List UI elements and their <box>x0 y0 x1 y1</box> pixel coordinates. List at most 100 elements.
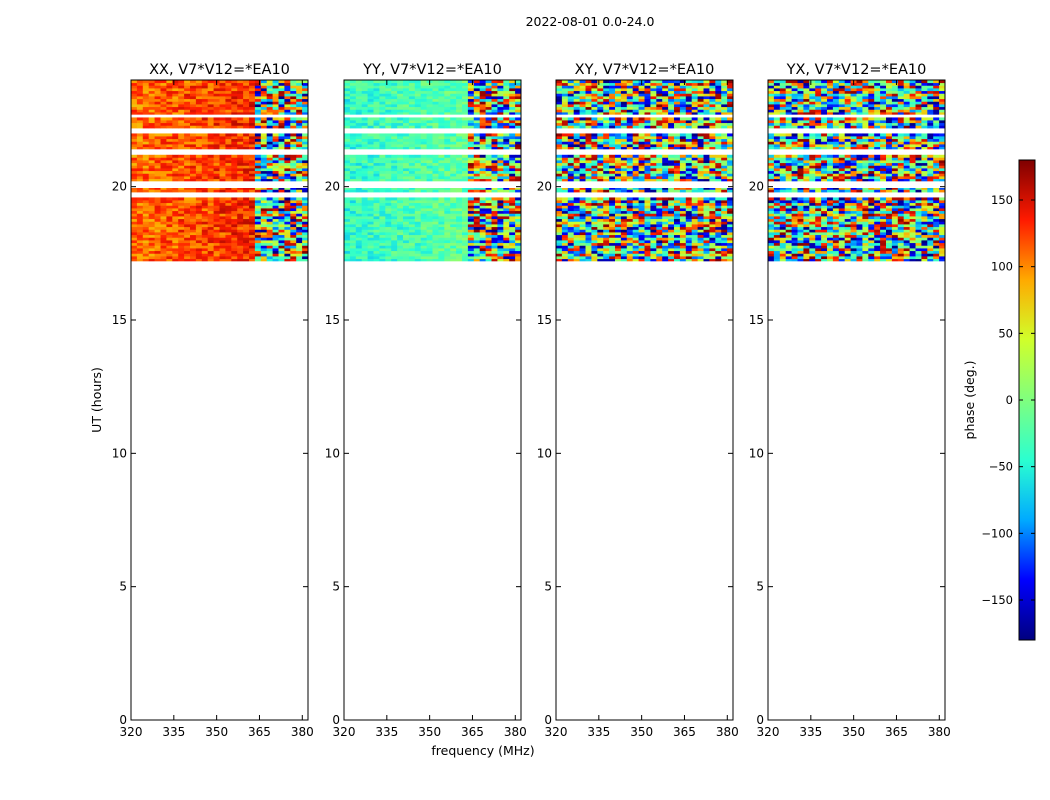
heatmap-cell <box>674 208 681 212</box>
heatmap-cell <box>391 136 398 140</box>
heatmap-cell <box>479 248 486 252</box>
heatmap-cell <box>503 98 510 102</box>
heatmap-cell <box>597 144 604 148</box>
heatmap-cell <box>278 224 285 228</box>
heatmap-cell <box>414 122 422 126</box>
heatmap-cell <box>444 104 451 108</box>
heatmap-cell <box>408 157 416 161</box>
heatmap-cell <box>438 112 445 116</box>
heatmap-cell <box>195 176 203 180</box>
heatmap-cell <box>207 168 214 172</box>
heatmap-cell <box>567 242 575 246</box>
heatmap-cell <box>662 136 669 140</box>
heatmap-cell <box>444 85 451 89</box>
heatmap-cell <box>361 229 368 233</box>
heatmap-cell <box>284 168 291 172</box>
heatmap-cell <box>426 93 433 97</box>
heatmap-cell <box>131 138 138 142</box>
heatmap-cell <box>567 216 575 220</box>
heatmap-cell <box>237 245 244 249</box>
heatmap-cell <box>509 258 516 262</box>
heatmap-cell <box>650 120 657 124</box>
heatmap-cell <box>467 237 475 241</box>
heatmap-cell <box>432 90 439 94</box>
heatmap-cell <box>408 168 416 172</box>
heatmap-cell <box>579 242 586 246</box>
heatmap-cell <box>503 85 510 89</box>
heatmap-cell <box>231 85 238 89</box>
y-tick-label: 20 <box>325 180 340 194</box>
heatmap-cell <box>674 229 681 233</box>
heatmap-cell <box>142 122 150 126</box>
heatmap-cell <box>615 162 622 166</box>
heatmap-cell <box>195 88 203 92</box>
heatmap-cell <box>420 141 427 145</box>
heatmap-cell <box>148 213 155 217</box>
heatmap-cell <box>148 125 155 129</box>
heatmap-cell <box>249 112 256 116</box>
heatmap-cell <box>344 82 351 86</box>
heatmap-cell <box>450 141 457 145</box>
heatmap-cell <box>219 162 226 166</box>
heatmap-cell <box>201 157 209 161</box>
heatmap-cell <box>160 96 167 100</box>
heatmap-cell <box>154 218 161 222</box>
heatmap-cell <box>462 205 469 209</box>
heatmap-cell <box>349 85 357 89</box>
heatmap-cell <box>703 176 710 180</box>
heatmap-cell <box>361 96 368 100</box>
heatmap-cell <box>201 117 209 121</box>
heatmap-cell <box>556 125 563 129</box>
heatmap-cell <box>207 232 214 236</box>
heatmap-cell <box>379 258 386 262</box>
heatmap-cell <box>172 250 179 254</box>
heatmap-cell <box>243 197 250 201</box>
heatmap-cell <box>567 133 575 137</box>
heatmap-cell <box>379 213 386 217</box>
heatmap-cell <box>432 178 439 182</box>
heatmap-cell <box>160 205 167 209</box>
heatmap-cell <box>597 197 604 201</box>
heatmap-cell <box>462 160 469 164</box>
heatmap-cell <box>556 253 563 257</box>
data-gap <box>131 261 308 267</box>
heatmap-cell <box>260 141 268 145</box>
heatmap-cell <box>479 229 486 233</box>
heatmap-cell <box>515 170 522 174</box>
heatmap-cell <box>243 112 250 116</box>
heatmap-cell <box>408 197 416 201</box>
heatmap-cell <box>497 208 504 212</box>
heatmap-cell <box>373 221 380 225</box>
heatmap-cell <box>355 234 363 238</box>
heatmap-cell <box>408 200 416 204</box>
heatmap-cell <box>615 226 622 230</box>
heatmap-cell <box>561 117 569 121</box>
heatmap-cell <box>679 213 687 217</box>
heatmap-cell <box>650 141 657 145</box>
heatmap-cell <box>585 122 592 126</box>
heatmap-cell <box>715 154 722 158</box>
heatmap-cell <box>249 133 256 137</box>
heatmap-cell <box>561 208 569 212</box>
heatmap-cell <box>178 229 185 233</box>
heatmap-cell <box>148 109 155 113</box>
heatmap-cell <box>131 125 138 129</box>
heatmap-cell <box>685 232 693 236</box>
heatmap-cell <box>142 202 150 206</box>
heatmap-cell <box>497 229 504 233</box>
heatmap-cell <box>609 226 616 230</box>
heatmap-cell <box>603 157 610 161</box>
heatmap-cell <box>556 186 563 190</box>
heatmap-cell <box>656 250 663 254</box>
heatmap-cell <box>219 96 226 100</box>
heatmap-cell <box>231 232 238 236</box>
heatmap-cell <box>709 160 716 164</box>
heatmap-cell <box>184 176 191 180</box>
heatmap-cell <box>473 208 481 212</box>
heatmap-cell <box>201 218 209 222</box>
heatmap-cell <box>344 248 351 252</box>
heatmap-cell <box>148 176 155 180</box>
heatmap-cell <box>349 146 357 150</box>
heatmap-cell <box>609 240 616 244</box>
heatmap-cell <box>462 146 469 150</box>
